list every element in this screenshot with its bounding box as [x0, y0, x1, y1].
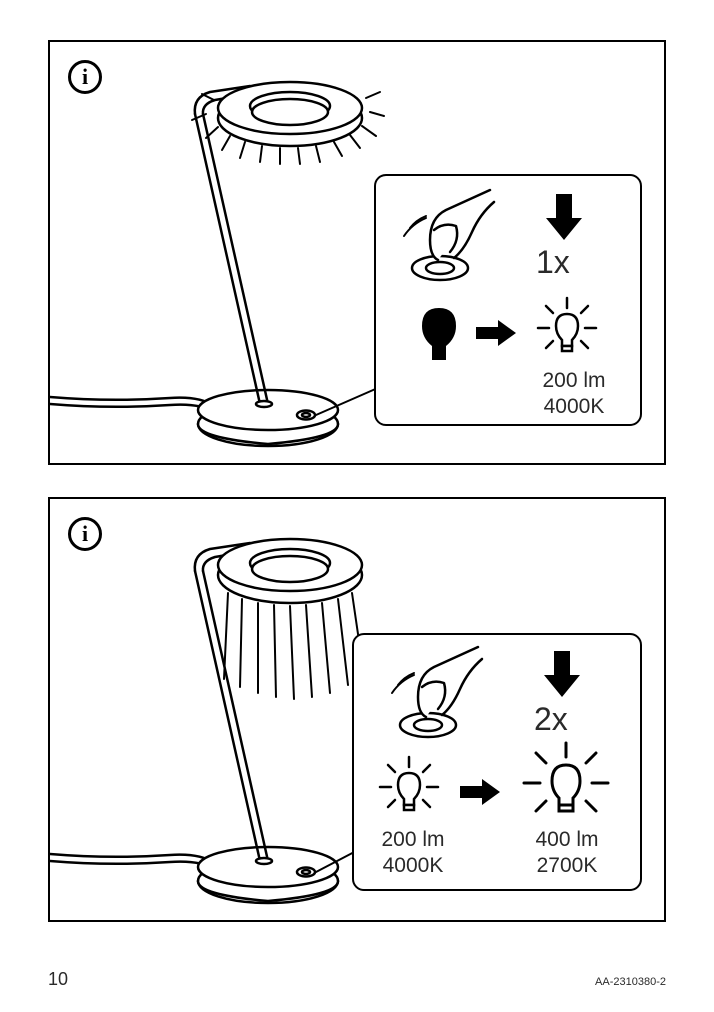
press-count-1: 1x — [536, 244, 570, 281]
bulb-on-dim-icon — [374, 753, 444, 823]
instruction-page: i — [0, 0, 714, 1012]
state1-lumens: 200 lm — [381, 828, 444, 851]
page-number: 10 — [48, 969, 68, 990]
finger-press-icon — [372, 639, 492, 749]
right-arrow-icon — [474, 318, 518, 348]
callout-2: 2x — [352, 633, 642, 891]
panel-2: i — [48, 497, 666, 922]
kelvin-1: 4000K — [544, 395, 605, 418]
finger-press-icon — [384, 182, 504, 292]
document-id: AA-2310380-2 — [595, 976, 666, 988]
state2-kelvin: 2700K — [537, 854, 598, 877]
panel-1: i — [48, 40, 666, 465]
spec-1: 200 lm 4000K — [532, 368, 616, 421]
lumens-1: 200 lm — [542, 369, 605, 392]
spec-2-state1: 200 lm 4000K — [368, 827, 458, 880]
bulb-off-icon — [414, 304, 464, 364]
down-arrow-icon — [542, 649, 582, 699]
state2-lumens: 400 lm — [535, 828, 598, 851]
bulb-on-bright-icon — [520, 741, 612, 829]
state1-kelvin: 4000K — [383, 854, 444, 877]
down-arrow-icon — [544, 192, 584, 242]
press-count-2: 2x — [534, 701, 568, 738]
spec-2-state2: 400 lm 2700K — [522, 827, 612, 880]
callout-1: 1x — [374, 174, 642, 426]
right-arrow-icon — [458, 777, 502, 807]
bulb-on-dim-icon — [532, 294, 602, 364]
